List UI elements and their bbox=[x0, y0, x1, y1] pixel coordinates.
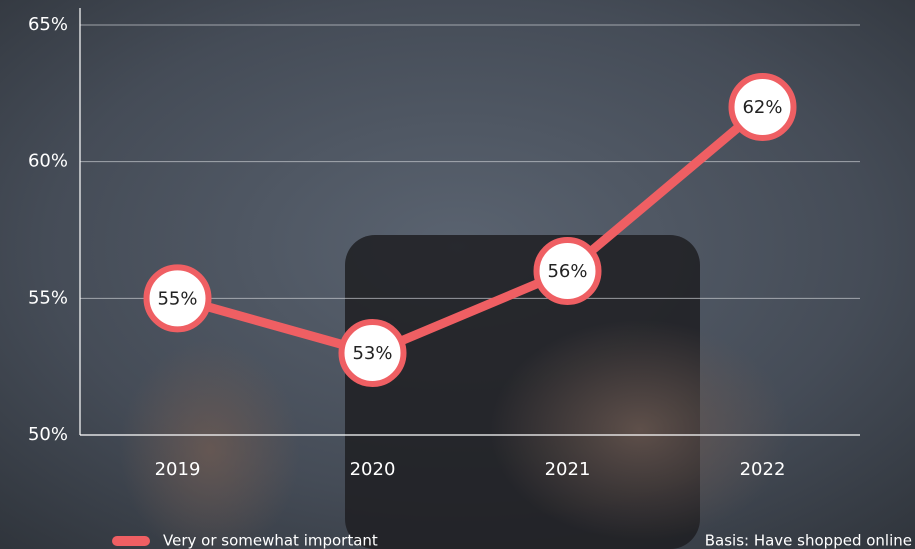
data-point bbox=[143, 264, 212, 333]
x-tick-label: 2022 bbox=[740, 459, 786, 480]
y-tick-label: 60% bbox=[28, 151, 68, 172]
data-line bbox=[176, 103, 766, 358]
hand-shape bbox=[120, 340, 300, 549]
legend-label: Very or somewhat important bbox=[163, 532, 378, 549]
hand-shape bbox=[490, 320, 790, 540]
data-point bbox=[728, 73, 797, 141]
data-point bbox=[338, 319, 407, 387]
data-label: 53% bbox=[352, 343, 392, 364]
data-point bbox=[533, 237, 602, 305]
data-label: 56% bbox=[547, 261, 587, 282]
y-tick-label: 65% bbox=[28, 14, 68, 35]
x-tick-label: 2019 bbox=[155, 459, 201, 480]
x-tick-label: 2021 bbox=[545, 459, 591, 480]
plot: 50% 55% 60% 65% 2019 2020 2021 2022 55% 53% 56% 62% bbox=[28, 14, 860, 480]
y-tick-label: 50% bbox=[28, 424, 68, 445]
legend-swatch bbox=[112, 536, 150, 546]
data-label: 62% bbox=[742, 97, 782, 118]
data-label: 55% bbox=[157, 288, 197, 309]
y-tick-label: 55% bbox=[28, 287, 68, 308]
x-tick-label: 2020 bbox=[350, 459, 396, 480]
note: Basis: Have shopped online bbox=[705, 532, 912, 549]
